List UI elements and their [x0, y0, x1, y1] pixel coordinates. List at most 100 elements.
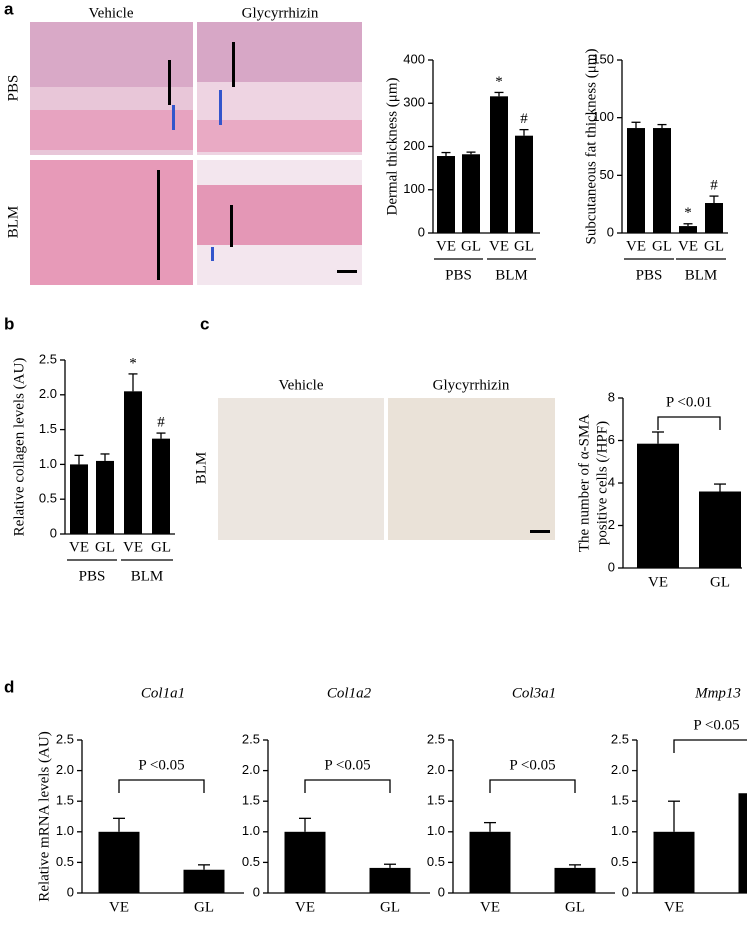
significance-bracket [657, 416, 721, 430]
significance-label: P <0.05 [509, 757, 555, 773]
x-tick-label: VE [489, 238, 509, 254]
y-tick-label: 0 [608, 559, 615, 574]
y-tick-label: 1.0 [427, 823, 445, 838]
micrograph-dermis [197, 185, 362, 245]
x-tick-label: GL [151, 539, 171, 555]
y-tick-label: 50 [600, 167, 614, 182]
scale-line [232, 42, 235, 87]
significance-marker: # [520, 111, 528, 127]
x-tick-label: VE [480, 899, 500, 915]
significance-bracket [673, 739, 747, 753]
y-tick-label: 0 [253, 884, 260, 899]
bar [738, 793, 747, 893]
y-tick-label: 1.0 [611, 823, 629, 838]
y-tick-label: 0.5 [39, 491, 57, 506]
bar [699, 491, 741, 568]
bar [98, 831, 140, 893]
significance-label: P <0.05 [138, 757, 184, 773]
y-tick-label: 0 [418, 224, 425, 239]
row-label: PBS [5, 75, 21, 102]
panel-label: b [4, 314, 14, 333]
bar [637, 443, 679, 568]
row-label: BLM [5, 206, 21, 239]
significance-marker: # [710, 178, 718, 194]
y-tick-label: 2.0 [611, 762, 629, 777]
significance-label: P <0.05 [693, 717, 739, 733]
x-tick-label: GL [380, 899, 400, 915]
y-tick-label: 2.5 [611, 731, 629, 746]
group-label: PBS [79, 568, 106, 584]
group-label: BLM [131, 568, 164, 584]
significance-marker: * [684, 205, 692, 221]
column-label: Glycyrrhizin [433, 377, 510, 393]
y-tick-label: 100 [592, 109, 614, 124]
x-tick-label: GL [652, 238, 672, 254]
group-label: PBS [636, 267, 663, 283]
row-label: BLM [193, 452, 209, 485]
y-tick-label: 1.5 [427, 793, 445, 808]
column-label: Glycyrrhizin [242, 5, 319, 21]
y-tick-label: 0 [622, 884, 629, 899]
y-tick-label: 0 [50, 525, 57, 540]
micrograph [218, 398, 384, 540]
bar [152, 438, 170, 534]
y-tick-label: 2 [608, 517, 615, 532]
chart-title: Col1a1 [141, 685, 185, 701]
y-axis-label: Relative mRNA levels (AU) [36, 731, 52, 901]
group-label: BLM [685, 267, 718, 283]
micrograph [388, 398, 555, 540]
panel-label: c [200, 314, 209, 333]
y-tick-label: 4 [608, 474, 615, 489]
significance-label: P <0.05 [324, 757, 370, 773]
scale-line [172, 105, 175, 130]
y-tick-label: 0 [67, 884, 74, 899]
x-tick-label: GL [461, 238, 481, 254]
micrograph-muscle [30, 110, 193, 150]
scale-line [219, 90, 222, 125]
significance-marker: * [129, 355, 137, 371]
y-axis-label: Subcutaneous fat thickness (μm) [583, 49, 599, 245]
bar [70, 464, 88, 534]
bar [679, 226, 697, 233]
x-tick-label: VE [69, 539, 89, 555]
y-tick-label: 6 [608, 432, 615, 447]
y-tick-label: 400 [403, 51, 425, 66]
y-tick-label: 1.0 [39, 456, 57, 471]
bar [284, 831, 326, 893]
column-label: Vehicle [89, 5, 134, 21]
x-tick-label: VE [295, 899, 315, 915]
bar [653, 128, 671, 233]
y-axis-label: Relative collagen levels (AU) [11, 358, 27, 537]
x-tick-label: VE [648, 574, 668, 590]
bar [653, 831, 695, 893]
bar [705, 203, 723, 233]
y-tick-label: 8 [608, 389, 615, 404]
bar [627, 128, 645, 233]
y-tick-label: 1.5 [242, 793, 260, 808]
scale-line [168, 60, 171, 105]
micrograph-epidermis [30, 22, 193, 87]
bar [469, 831, 511, 893]
scale-line [211, 247, 214, 261]
bar [462, 154, 480, 233]
chart-title: Col3a1 [512, 685, 556, 701]
bar [437, 156, 455, 233]
y-tick-label: 0 [607, 224, 614, 239]
significance-bracket [304, 779, 391, 793]
micrograph-epidermis [197, 22, 362, 82]
scale-bar [530, 530, 550, 533]
significance-marker: # [157, 415, 165, 431]
y-tick-label: 2.0 [427, 762, 445, 777]
y-tick-label: 1.5 [56, 793, 74, 808]
y-tick-label: 1.5 [611, 793, 629, 808]
scale-bar [337, 270, 357, 273]
micrograph-muscle [197, 120, 362, 152]
y-tick-label: 100 [403, 181, 425, 196]
x-tick-label: VE [626, 238, 646, 254]
micrograph [30, 160, 193, 285]
x-tick-label: GL [710, 574, 730, 590]
column-label: Vehicle [279, 377, 324, 393]
bar [369, 867, 411, 893]
significance-label: P <0.01 [666, 394, 712, 410]
y-tick-label: 1.0 [242, 823, 260, 838]
